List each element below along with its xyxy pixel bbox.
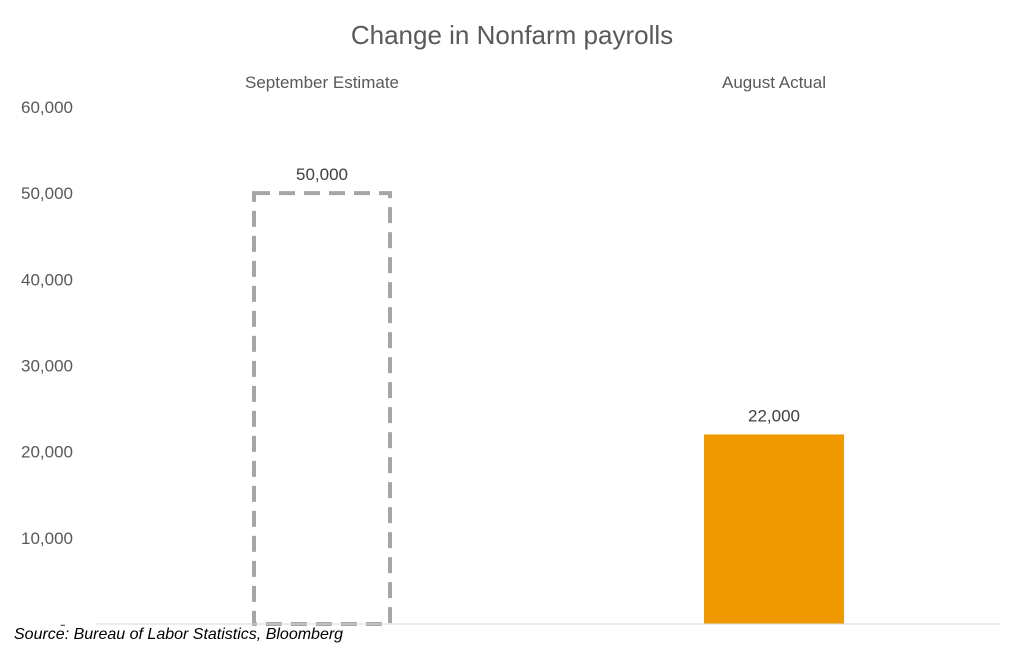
source-note: Source: Bureau of Labor Statistics, Bloo… — [14, 626, 344, 643]
chart-title: Change in Nonfarm payrolls — [351, 20, 673, 50]
y-tick-label: 60,000 — [21, 98, 73, 117]
data-labels: 50,000 22,000 — [296, 165, 800, 425]
bar-september-estimate — [252, 191, 392, 627]
y-tick-label: 50,000 — [21, 184, 73, 203]
y-tick-label: 30,000 — [21, 357, 73, 376]
y-tick-label: 10,000 — [21, 529, 73, 548]
data-label: 50,000 — [296, 165, 348, 184]
category-label: September Estimate — [245, 73, 399, 92]
category-label: August Actual — [722, 73, 826, 92]
y-tick-label: - — [60, 615, 66, 634]
bar-august-actual — [704, 434, 844, 624]
data-label: 22,000 — [748, 406, 800, 425]
y-tick-label: 40,000 — [21, 270, 73, 289]
y-axis: - 10,000 20,000 30,000 40,000 50,000 60,000 — [21, 98, 73, 634]
category-labels: September Estimate August Actual — [245, 73, 826, 92]
y-tick-label: 20,000 — [21, 443, 73, 462]
